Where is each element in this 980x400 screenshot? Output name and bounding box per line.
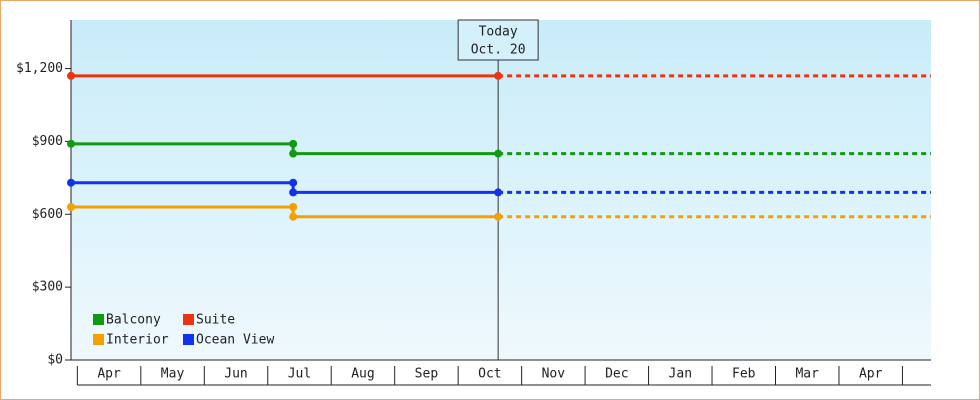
y-tick-label: $300 xyxy=(32,280,63,295)
point xyxy=(289,212,298,221)
point xyxy=(67,178,75,187)
point xyxy=(67,71,75,80)
point xyxy=(494,71,503,80)
x-tick-label: Mar xyxy=(795,367,819,382)
series-line xyxy=(71,205,499,219)
legend-label: Suite xyxy=(196,313,235,328)
y-tick-label: $0 xyxy=(47,353,63,368)
x-tick-label: Jul xyxy=(288,367,311,382)
series-line xyxy=(71,142,499,156)
x-tick-label: Dec xyxy=(605,367,628,382)
x-tick-label: Feb xyxy=(732,367,756,382)
x-tick-label: Sep xyxy=(415,367,439,382)
point xyxy=(289,178,298,187)
today-label: Today xyxy=(479,25,518,40)
legend-label: Balcony xyxy=(106,313,161,328)
point xyxy=(289,203,298,211)
point xyxy=(289,139,298,148)
legend-swatch xyxy=(183,334,194,345)
x-tick-label: Nov xyxy=(542,367,566,382)
y-tick-label: $600 xyxy=(32,207,63,222)
y-tick-label: $1,200 xyxy=(16,61,63,76)
x-tick-label: Apr xyxy=(859,367,883,382)
point xyxy=(494,212,503,221)
today-box xyxy=(457,19,539,61)
series-line xyxy=(71,181,499,194)
x-tick-label: Apr xyxy=(97,367,121,382)
point xyxy=(494,149,503,158)
legend-swatch xyxy=(183,314,194,325)
point xyxy=(289,149,298,158)
x-tick-label: Aug xyxy=(351,367,374,382)
y-tick-label: $900 xyxy=(32,134,63,149)
x-tick-label: Jun xyxy=(224,367,247,382)
legend-swatch xyxy=(93,334,104,345)
x-tick-label: Jan xyxy=(669,367,692,382)
today-label: Oct. 20 xyxy=(471,43,526,58)
point xyxy=(494,188,503,197)
legend-label: Interior xyxy=(106,333,169,348)
x-tick-label: Oct xyxy=(478,367,501,382)
x-tick-label: May xyxy=(161,367,185,382)
legend-label: Ocean View xyxy=(196,333,274,348)
point xyxy=(67,203,75,211)
legend-swatch xyxy=(93,314,104,325)
point xyxy=(289,188,298,197)
point xyxy=(67,139,75,148)
